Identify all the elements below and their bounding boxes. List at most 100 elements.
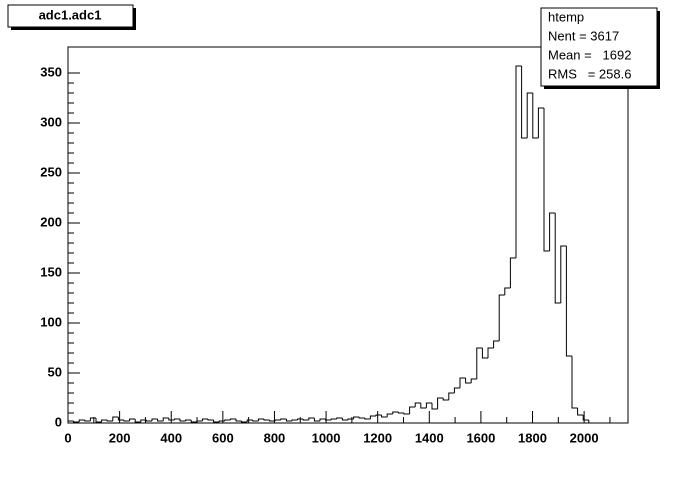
histogram-bin	[381, 415, 388, 418]
histogram-bin	[134, 419, 141, 423]
histogram-bin	[168, 418, 175, 421]
histogram-bin	[78, 419, 85, 422]
histogram-bin	[319, 418, 326, 421]
histogram-bin	[73, 421, 80, 423]
histogram-bin	[577, 408, 584, 416]
histogram-bin	[409, 406, 416, 414]
frame	[67, 46, 629, 424]
histogram-bin	[493, 340, 500, 348]
x-tick-label: 1600	[466, 430, 495, 445]
histogram-bin	[487, 347, 494, 358]
histogram-bin	[397, 412, 404, 414]
x-tick-label: 1800	[518, 430, 547, 445]
histogram-bin	[565, 246, 572, 357]
histogram-bin	[263, 419, 270, 421]
histogram-bin	[470, 378, 477, 383]
histogram-bin	[431, 403, 438, 410]
histogram-bin	[459, 377, 466, 388]
histogram-bin	[185, 419, 192, 421]
histogram-bin	[213, 420, 220, 423]
histogram-bin	[364, 418, 371, 420]
x-tick-label: 800	[264, 430, 286, 445]
x-tick-label: 0	[64, 430, 71, 445]
histogram-bin	[179, 419, 186, 422]
stats-box	[540, 7, 658, 87]
y-tick-label: 300	[40, 114, 62, 129]
histogram-bin	[151, 418, 158, 421]
histogram-bin	[145, 420, 152, 422]
histogram-bin	[465, 378, 472, 384]
histogram-bin	[521, 66, 528, 139]
histogram-bin	[571, 356, 578, 409]
histogram-bin	[157, 419, 164, 422]
histogram-bin	[173, 418, 180, 420]
histogram-bin	[481, 348, 488, 359]
histogram-bin	[274, 419, 281, 421]
histogram-bin	[229, 418, 236, 420]
histogram-bin	[403, 413, 410, 415]
histogram-bin	[425, 402, 432, 408]
histogram-bin	[448, 392, 455, 400]
histogram-bin	[504, 287, 511, 295]
histogram-bin	[313, 418, 320, 422]
histogram-bin	[129, 418, 136, 421]
histogram-bin	[112, 416, 119, 421]
histogram-bin	[476, 347, 483, 379]
histogram-bin	[330, 418, 337, 420]
histogram-bin	[308, 417, 315, 420]
histogram-bin	[353, 416, 360, 419]
histogram-bin	[257, 418, 264, 421]
histogram-bin	[515, 65, 522, 258]
histogram-bin	[560, 245, 567, 303]
histogram-bin	[101, 419, 108, 422]
histogram-bin	[453, 387, 460, 393]
histogram-bin	[302, 419, 309, 421]
x-tick-label: 1400	[415, 430, 444, 445]
histogram-bin	[201, 418, 208, 421]
chart-title: adc1.adc1	[39, 7, 102, 22]
histogram-bin	[582, 415, 589, 421]
histogram-bin	[347, 418, 354, 420]
histogram-bin	[207, 419, 214, 421]
stats-line: Mean = 1692	[548, 47, 631, 62]
histogram-bin	[392, 411, 399, 414]
y-tick-label: 0	[55, 414, 62, 429]
stats-line: RMS = 258.6	[548, 66, 631, 81]
histogram-bin	[196, 420, 203, 422]
histogram-bin	[241, 421, 248, 423]
histogram-bin	[554, 213, 561, 304]
histogram-bin	[162, 417, 169, 421]
x-tick-label: 600	[212, 430, 234, 445]
x-tick-label: 2000	[570, 430, 599, 445]
histogram-bin	[442, 398, 449, 401]
histogram-bin	[246, 419, 253, 422]
histogram-bin	[252, 420, 259, 422]
x-tick-label: 200	[109, 430, 131, 445]
histogram-bin	[89, 417, 96, 421]
histogram-bin	[269, 420, 276, 422]
histogram-bin	[437, 397, 444, 409]
histogram-bin	[285, 419, 292, 422]
histogram-bin	[498, 294, 505, 341]
stats-line: Nent = 3617	[548, 28, 619, 43]
y-tick-label: 150	[40, 264, 62, 279]
histogram-bin	[341, 418, 348, 421]
histogram-bin	[218, 420, 225, 422]
histogram-bin	[588, 420, 595, 424]
histogram-bin	[224, 419, 231, 421]
histogram-bin	[291, 419, 298, 421]
histogram-bin	[117, 417, 124, 421]
histogram-bin	[375, 414, 382, 416]
histogram-bin	[543, 108, 550, 252]
y-tick-label: 100	[40, 314, 62, 329]
histogram-bin	[369, 415, 376, 419]
histogram-bin	[95, 418, 102, 423]
histogram-bin	[526, 92, 533, 138]
y-tick-label: 250	[40, 164, 62, 179]
histogram-bin	[123, 420, 130, 422]
x-tick-label: 1200	[363, 430, 392, 445]
stats-title: htemp	[548, 9, 584, 24]
histogram-bin	[336, 417, 343, 419]
histogram-bin	[84, 420, 91, 422]
